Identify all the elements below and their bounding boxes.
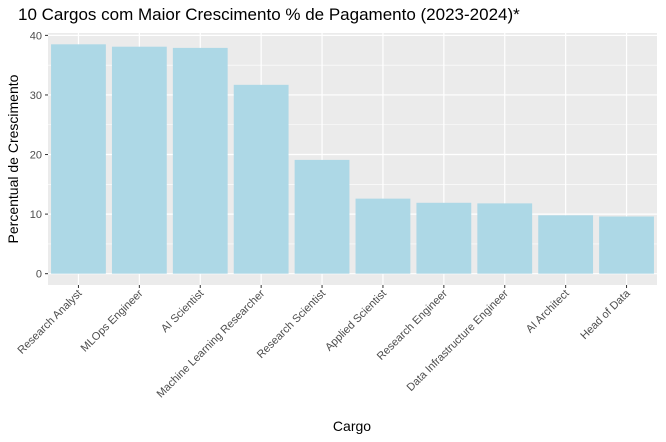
chart-title: 10 Cargos com Maior Crescimento % de Pag…	[18, 5, 520, 24]
x-tick-label: Research Analyst	[16, 288, 85, 357]
y-tick-label: 20	[30, 150, 42, 162]
bar-4	[233, 84, 289, 274]
x-tick-label: Applied Scientist	[323, 288, 389, 354]
bar-1	[51, 44, 106, 274]
bar-7	[416, 202, 472, 274]
x-tick-label: AI Scientist	[159, 288, 206, 335]
bar-3	[172, 47, 228, 274]
y-axis-title: Percentual de Crescimento	[5, 74, 21, 243]
x-tick-label: Data Infrastructure Engineer	[405, 287, 511, 393]
bar-5	[294, 159, 350, 274]
x-axis-title: Cargo	[333, 418, 371, 434]
x-tick-label: Research Scientist	[255, 288, 328, 361]
bars	[51, 44, 654, 274]
bar-8	[477, 203, 533, 274]
bar-6	[355, 198, 411, 274]
x-tick-label: MLOps Engineer	[79, 287, 146, 354]
bar-10	[599, 216, 654, 274]
x-tick-label: AI Architect	[524, 288, 572, 336]
y-tick-label: 40	[30, 30, 42, 42]
x-tick-label: Head of Data	[578, 287, 633, 342]
x-tick-label: Machine Learning Researcher	[155, 287, 268, 400]
y-tick-label: 0	[36, 269, 42, 281]
y-tick-label: 30	[30, 90, 42, 102]
bar-2	[111, 46, 167, 274]
y-tick-label: 10	[30, 209, 42, 221]
bar-9	[538, 215, 594, 274]
y-axis: 0 10 20 30 40	[30, 30, 48, 281]
